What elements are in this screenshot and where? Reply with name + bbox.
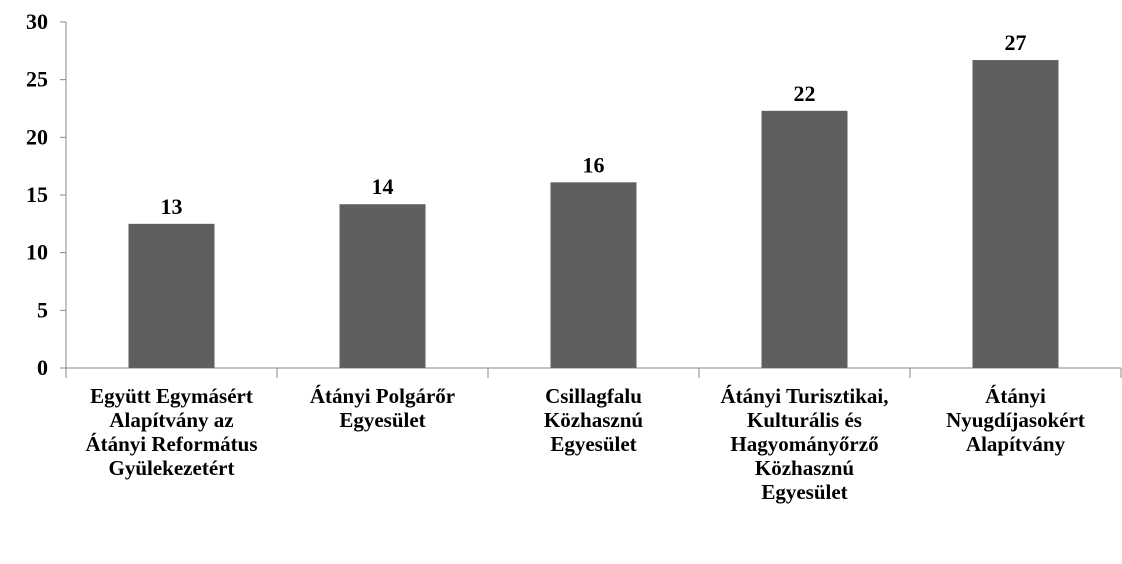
y-tick-label: 15 bbox=[26, 182, 48, 207]
bar bbox=[550, 182, 637, 368]
data-label: 14 bbox=[372, 174, 394, 199]
y-tick-label: 20 bbox=[26, 124, 48, 149]
data-label: 22 bbox=[794, 81, 816, 106]
data-label: 16 bbox=[583, 152, 605, 177]
data-label: 13 bbox=[161, 194, 183, 219]
y-tick-label: 10 bbox=[26, 240, 48, 265]
x-tick-label: Együtt Egymásért Alapítvány az Átányi Refo… bbox=[85, 384, 257, 480]
bar bbox=[761, 110, 848, 368]
x-tick-label: Csillagfalu Közhasznú Egyesület bbox=[544, 384, 644, 456]
bar bbox=[339, 204, 426, 368]
y-tick-label: 0 bbox=[37, 355, 48, 380]
x-tick-label: Átányi Turisztikai, Kulturális és Hagyomán… bbox=[720, 384, 888, 504]
bar bbox=[972, 60, 1059, 369]
x-tick-label: Átányi Nyugdíjasokért Alapítvány bbox=[946, 384, 1085, 456]
y-tick-label: 25 bbox=[26, 67, 48, 92]
y-tick-label: 5 bbox=[37, 297, 48, 322]
bar bbox=[128, 223, 215, 368]
data-label: 27 bbox=[1005, 30, 1027, 55]
y-tick-label: 30 bbox=[26, 9, 48, 34]
x-tick-label: Átányi Polgárőr Egyesület bbox=[310, 384, 455, 432]
